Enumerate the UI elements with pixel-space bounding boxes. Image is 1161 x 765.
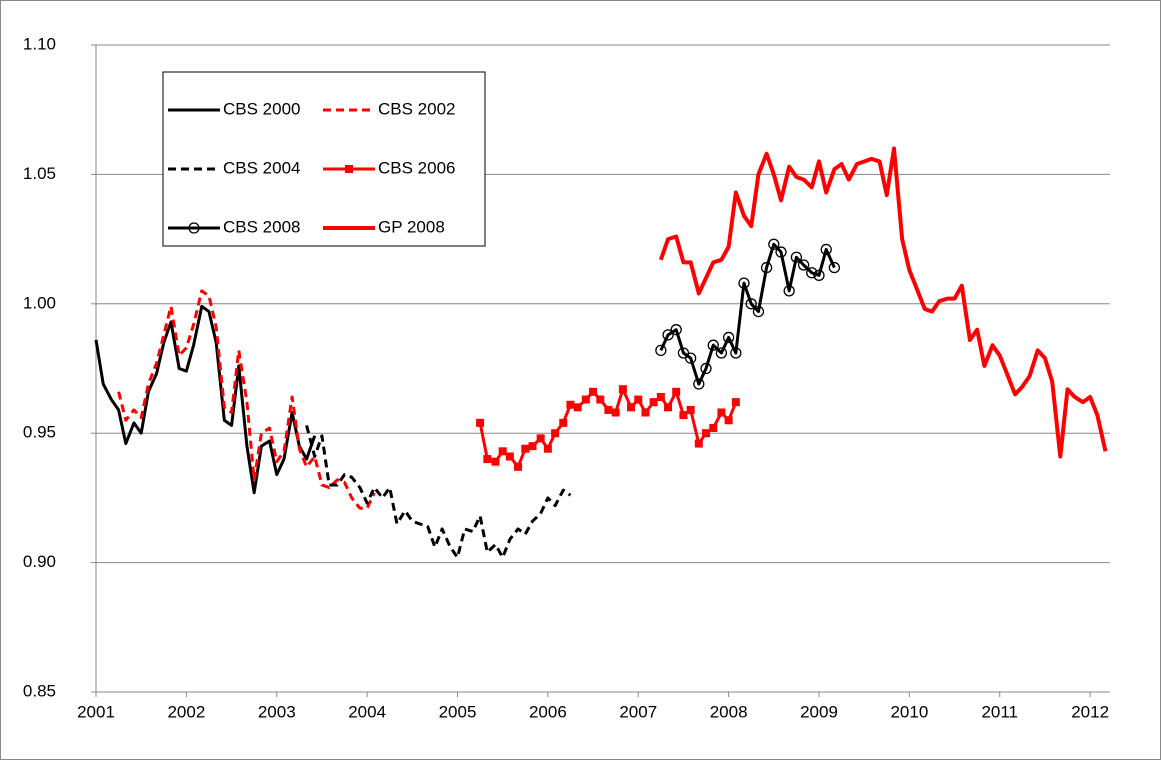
marker (649, 398, 658, 407)
legend-label: GP 2008 (378, 217, 445, 236)
y-tick-label: 0.95 (23, 423, 56, 442)
marker (656, 392, 665, 401)
x-tick-label: 2002 (167, 702, 205, 721)
marker (559, 418, 568, 427)
legend-label: CBS 2006 (378, 158, 456, 177)
legend-label: CBS 2004 (223, 158, 301, 177)
series-line (117, 289, 376, 510)
marker (702, 429, 711, 438)
marker (731, 398, 740, 407)
marker (717, 408, 726, 417)
y-tick-label: 1.05 (23, 164, 56, 183)
marker (694, 439, 703, 448)
marker (514, 462, 523, 471)
marker (498, 447, 507, 456)
marker (828, 261, 841, 274)
marker (693, 378, 705, 390)
marker (345, 165, 353, 173)
marker (611, 408, 620, 417)
marker (738, 277, 750, 289)
marker (596, 395, 605, 404)
marker (604, 405, 613, 414)
marker (505, 452, 514, 461)
legend-label: CBS 2000 (223, 99, 301, 118)
marker (820, 243, 832, 256)
marker (491, 457, 500, 466)
marker (536, 434, 545, 443)
marker (679, 411, 688, 420)
marker (775, 246, 787, 258)
marker (670, 324, 682, 336)
marker (528, 442, 537, 451)
x-tick-label: 2007 (619, 702, 657, 721)
y-tick-label: 1.00 (23, 293, 56, 312)
marker (672, 387, 681, 396)
marker (709, 424, 718, 433)
marker (722, 331, 735, 344)
legend: CBS 2000 CBS 2002 CBS 2004 CBS 2006 CBS 2008… (162, 71, 486, 247)
legend-label: CBS 2008 (223, 217, 301, 236)
marker (768, 238, 780, 250)
marker (188, 222, 200, 234)
grid: 0.85 0.90 0.95 1.00 1.05 1.10 2001 2002 2003 2004… (23, 34, 1110, 721)
marker (664, 403, 673, 412)
x-tick-label: 2001 (77, 702, 115, 721)
plot-area (94, 146, 1108, 559)
x-tick-label: 2012 (1071, 702, 1109, 721)
marker (566, 400, 575, 409)
marker (730, 347, 742, 359)
marker (551, 429, 560, 438)
series-line (658, 146, 1108, 459)
x-tick-label: 2009 (800, 702, 838, 721)
marker (476, 418, 485, 427)
series-line (94, 304, 317, 495)
marker (752, 305, 765, 318)
marker (707, 339, 719, 351)
marker (700, 362, 712, 375)
marker (797, 259, 810, 271)
marker (790, 251, 803, 263)
x-tick-label: 2011 (981, 702, 1018, 721)
marker (618, 385, 627, 394)
y-tick-label: 0.85 (23, 681, 56, 700)
legend-label: CBS 2002 (378, 99, 456, 118)
legend-box (162, 71, 486, 247)
marker (745, 298, 757, 310)
x-tick-label: 2008 (710, 702, 748, 721)
x-tick-label: 2006 (529, 702, 567, 721)
marker (685, 352, 697, 364)
x-tick-label: 2003 (258, 702, 296, 721)
y-tick-label: 1.10 (23, 34, 56, 53)
series-line (305, 425, 572, 559)
y-tick-label: 0.90 (23, 552, 56, 571)
marker (813, 269, 825, 281)
marker (686, 405, 695, 414)
x-tick-label: 2010 (890, 702, 928, 721)
marker (641, 408, 650, 417)
series-line (659, 242, 836, 386)
marker (634, 395, 643, 404)
marker (581, 395, 590, 404)
marker (627, 403, 636, 412)
marker (760, 261, 773, 274)
marker (543, 444, 552, 453)
x-tick-label: 2005 (439, 702, 477, 721)
marker (655, 344, 667, 357)
x-tick-label: 2004 (348, 702, 386, 721)
marker (783, 285, 795, 297)
marker (589, 387, 598, 396)
marker (662, 329, 674, 341)
marker (483, 455, 492, 464)
marker (573, 403, 582, 412)
marker (806, 267, 818, 279)
marker (521, 444, 530, 453)
marker (715, 347, 728, 359)
marker (724, 416, 733, 425)
